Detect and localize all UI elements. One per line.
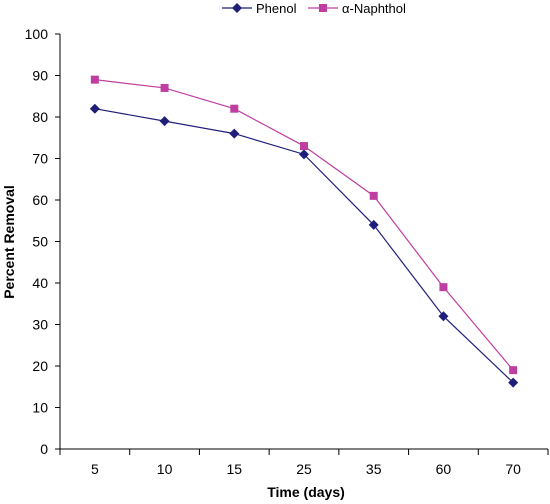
x-tick-label: 5 — [91, 461, 99, 477]
y-tick-label: 70 — [32, 151, 48, 167]
x-tick-label: 25 — [296, 461, 312, 477]
series-layer — [89, 75, 519, 388]
y-tick-label: 100 — [25, 26, 49, 42]
y-tick-label: 20 — [32, 358, 48, 374]
x-tick-label: 10 — [157, 461, 173, 477]
data-point — [159, 116, 170, 127]
legend-phenol-marker — [232, 3, 242, 13]
y-tick-label: 80 — [32, 109, 48, 125]
legend-naphthol-label: α-Naphthol — [342, 1, 406, 16]
data-point — [508, 377, 519, 388]
data-point — [299, 149, 309, 160]
x-tick-label: 35 — [366, 461, 382, 477]
y-ticks: 0 10 20 30 40 50 60 70 80 90 100 — [25, 26, 60, 457]
data-point — [160, 83, 169, 92]
y-tick-label: 10 — [32, 400, 48, 416]
x-tick-label: 15 — [226, 461, 242, 477]
data-point — [90, 75, 99, 84]
y-tick-label: 60 — [32, 192, 48, 208]
series-naphthol — [90, 75, 518, 375]
x-tick-label: 60 — [436, 461, 452, 477]
legend-phenol-label: Phenol — [256, 1, 297, 16]
data-point — [509, 366, 518, 375]
series-line — [94, 79, 514, 371]
y-axis-title: Percent Removal — [1, 185, 17, 299]
x-axis-title: Time (days) — [267, 484, 345, 500]
x-ticks: 5 10 15 25 35 60 70 — [59, 449, 549, 477]
x-tick-label: 70 — [505, 461, 521, 477]
data-point — [368, 219, 379, 230]
legend: Phenol α-Naphthol — [222, 1, 406, 16]
y-tick-label: 30 — [32, 317, 48, 333]
data-point — [369, 191, 378, 200]
axes — [59, 34, 548, 450]
y-tick-label: 40 — [32, 275, 48, 291]
series-phenol — [89, 103, 519, 388]
data-point — [300, 142, 308, 151]
legend-naphthol-marker — [319, 4, 327, 12]
data-point — [230, 104, 239, 113]
data-point — [229, 128, 240, 139]
data-point — [438, 311, 449, 322]
data-point — [89, 103, 100, 114]
y-tick-label: 50 — [32, 234, 48, 250]
y-tick-label: 90 — [32, 68, 48, 84]
y-tick-label: 0 — [40, 441, 48, 457]
data-point — [439, 283, 448, 292]
